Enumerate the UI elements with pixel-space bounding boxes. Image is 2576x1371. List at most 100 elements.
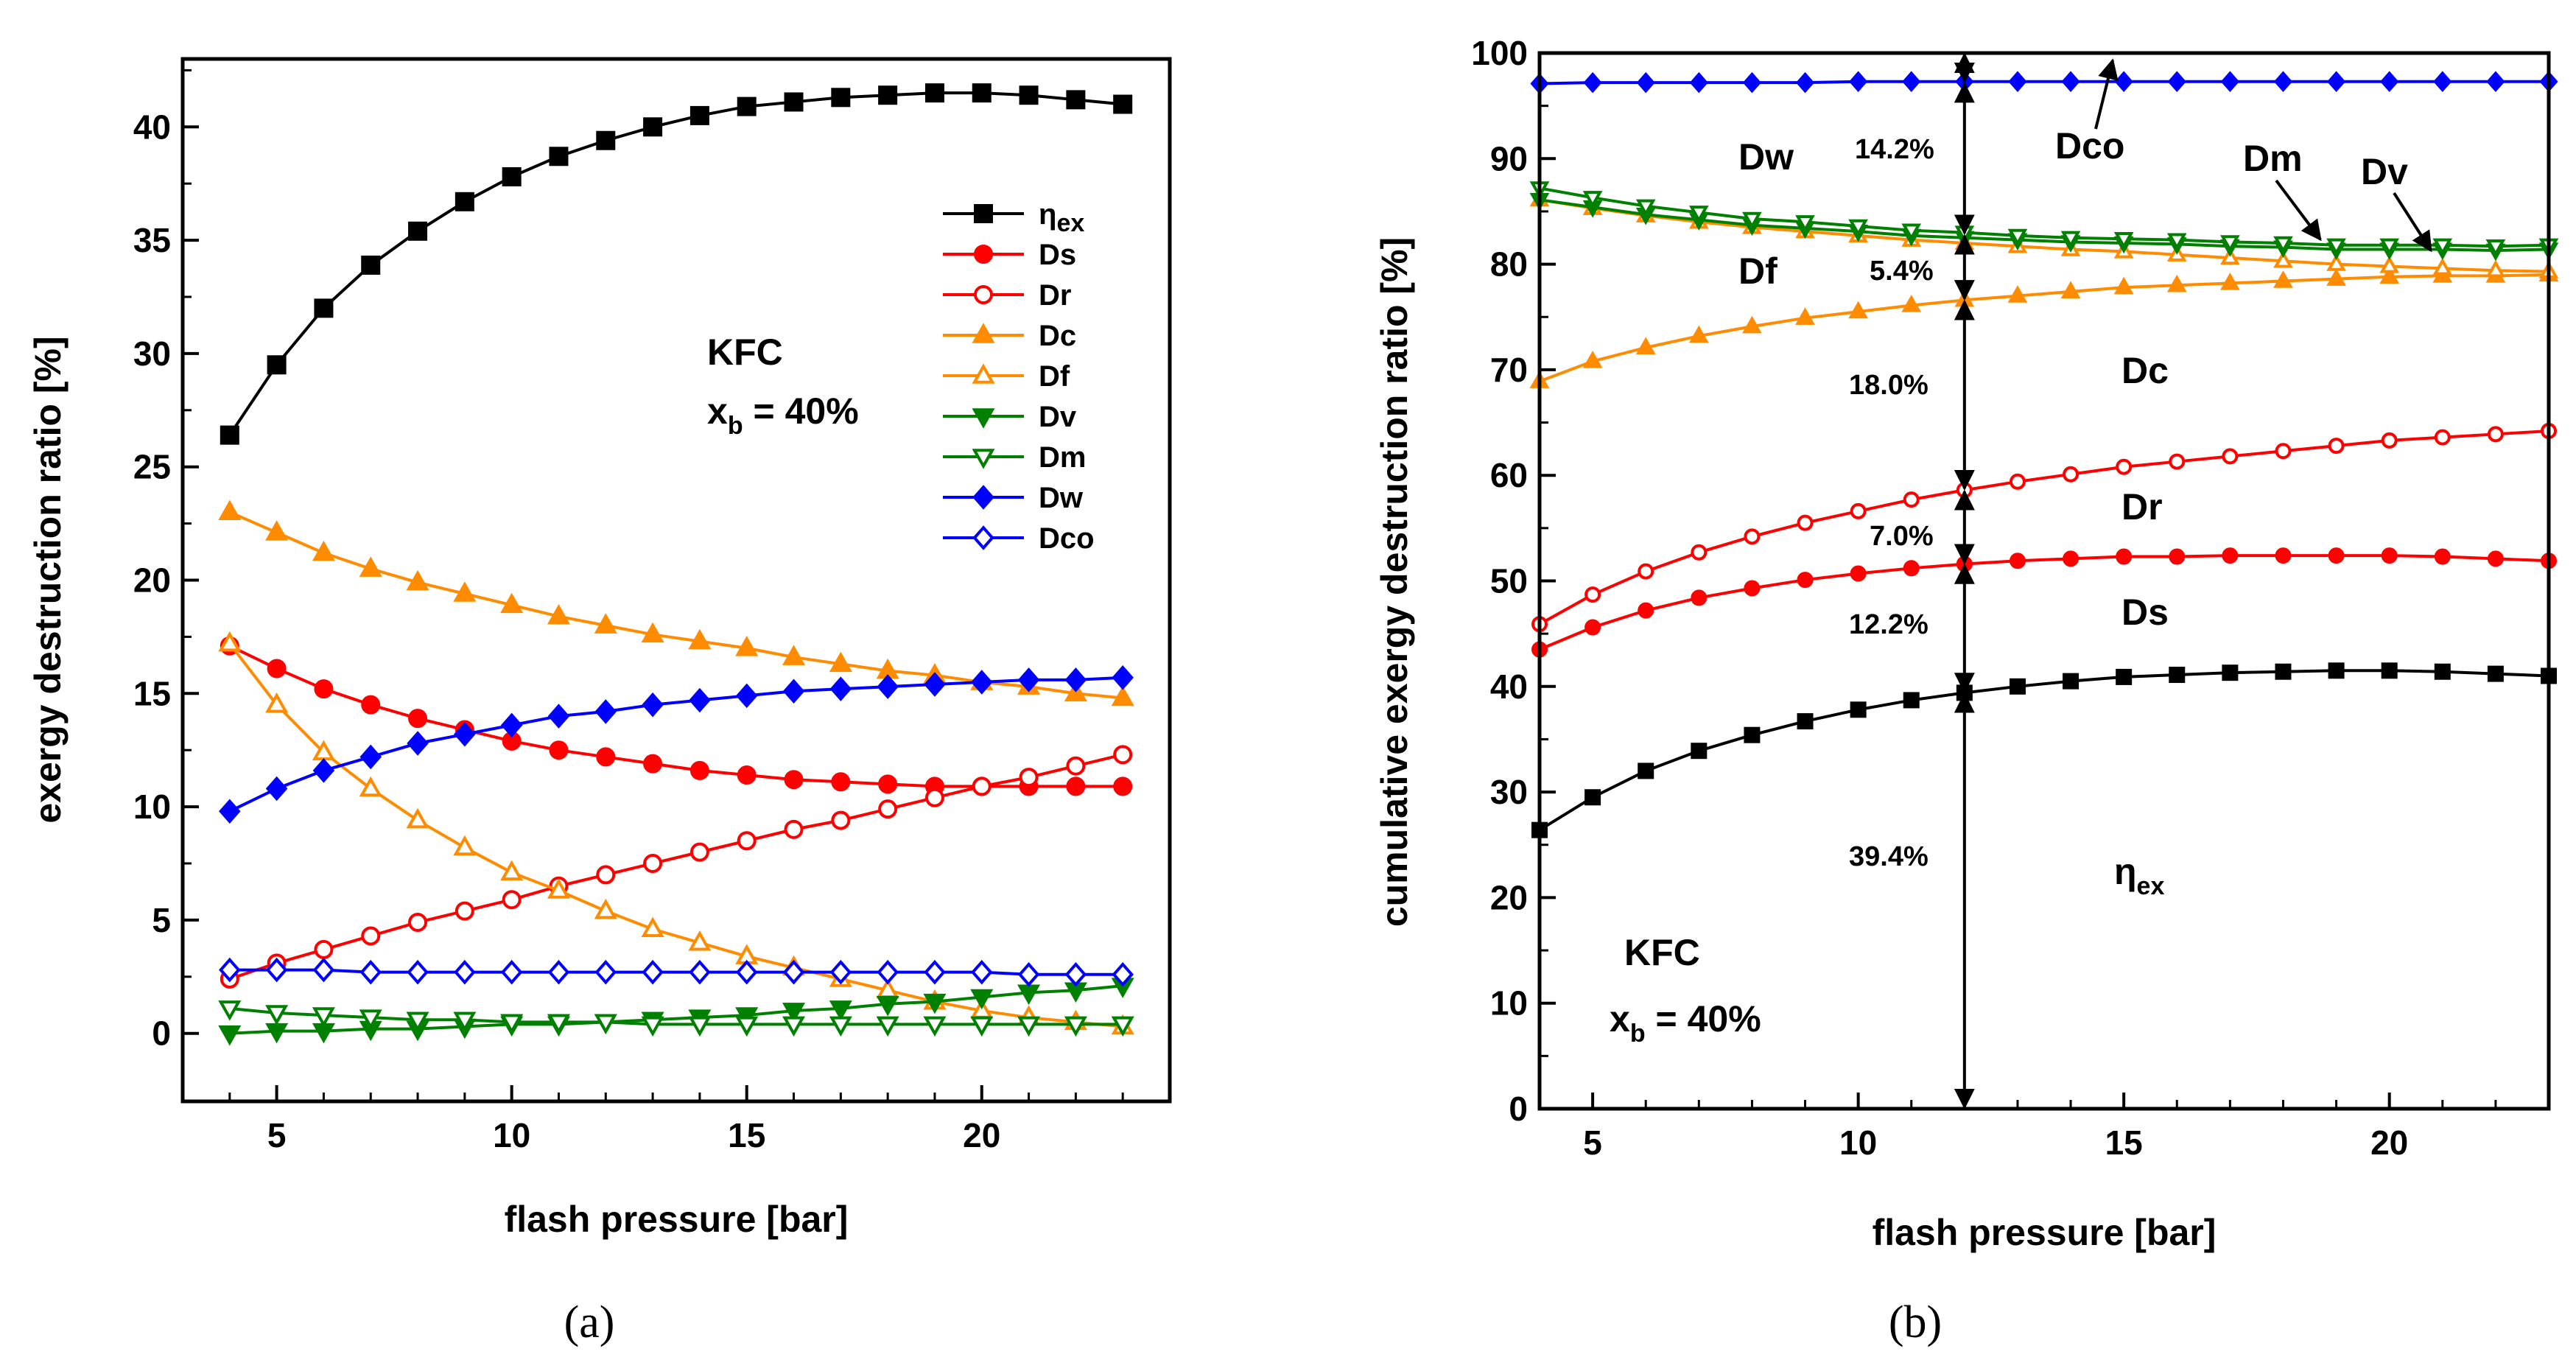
data-point-b-dm <box>1901 223 1922 242</box>
x-tick-label-a: 10 <box>493 1116 530 1154</box>
data-point-b-ds <box>1584 619 1601 636</box>
chart-panel-a: 5 10 15 20 0 5 10 15 20 25 30 35 40 flash pressure [… <box>27 57 1172 1347</box>
data-point-b-dm <box>2220 235 2240 253</box>
data-point-a-dw <box>829 676 852 701</box>
data-point-b-dc <box>1742 315 1762 334</box>
data-point-a-dm <box>312 1007 335 1028</box>
legend-item-dr: Dr <box>943 279 1071 312</box>
y-tick-label-a: 15 <box>133 674 171 712</box>
data-point-a-dm <box>876 1016 899 1037</box>
data-point-b-dr <box>2222 448 2239 465</box>
segment-label-dc: 18.0% <box>1849 370 1929 401</box>
y-tick-label-b: 10 <box>1490 984 1528 1023</box>
data-point-a-dr <box>784 819 804 839</box>
data-point-a-ex <box>502 166 522 186</box>
legend-marker <box>974 204 993 223</box>
x-tick-label-a: 15 <box>728 1116 765 1154</box>
data-point-b-ds <box>2222 547 2239 564</box>
x-axis-label-a: flash pressure [bar] <box>505 1199 849 1240</box>
data-point-b-dr <box>1584 586 1601 603</box>
data-point-b-ds <box>2116 548 2133 565</box>
data-point-a-dw <box>1112 665 1134 690</box>
data-point-a-dco <box>1064 961 1087 987</box>
series-a-ds <box>220 636 1133 796</box>
segment-label-df: 5.4% <box>1870 256 1934 287</box>
data-point-a-dw <box>265 776 288 802</box>
data-point-b-dw-dco <box>1849 71 1868 92</box>
data-point-a-df <box>265 692 289 713</box>
data-point-a-dc <box>1111 685 1134 706</box>
region-label-df: Df <box>1738 250 1777 292</box>
series-line-b-dc <box>1539 273 2549 383</box>
data-point-b-dr <box>2381 432 2398 449</box>
data-point-b-dm <box>2113 232 2134 250</box>
legend-item-dm: Dm <box>943 441 1086 474</box>
data-point-a-dc <box>641 622 664 643</box>
data-point-a-dw <box>970 670 993 695</box>
legend-label: ηex <box>1039 198 1084 237</box>
data-point-a-dw <box>594 699 617 724</box>
data-point-a-dw <box>735 683 758 709</box>
data-point-b-dc <box>2220 272 2240 290</box>
data-point-a-dco <box>1112 961 1134 987</box>
region-label-dc: Dc <box>2121 350 2169 391</box>
y-tick-label-b: 30 <box>1490 773 1528 811</box>
data-point-b-df <box>2379 256 2400 273</box>
data-point-a-dm <box>829 1016 852 1037</box>
data-point-b-dw-dco <box>2008 71 2027 92</box>
data-point-b-dr <box>2063 466 2080 483</box>
series-a-dm <box>218 1000 1134 1037</box>
data-point-b-dc <box>2326 268 2346 286</box>
data-point-b-dr <box>2116 458 2133 475</box>
data-point-b-ex <box>2381 662 2398 679</box>
data-point-a-ex <box>689 105 709 125</box>
x-tick-label-a: 20 <box>963 1116 1000 1154</box>
data-point-a-dco <box>359 959 382 985</box>
data-point-b-dr <box>1744 528 1761 545</box>
data-point-a-ex <box>972 83 992 103</box>
data-point-b-dm <box>2007 228 2028 247</box>
data-point-a-dm <box>923 1016 947 1037</box>
legend-label: Dc <box>1039 320 1076 352</box>
data-point-b-dw-dco <box>2433 71 2452 92</box>
data-point-b-dm <box>2326 238 2346 256</box>
data-point-a-dco <box>642 959 664 985</box>
data-point-b-dr <box>2487 426 2504 443</box>
data-point-b-dm <box>2060 231 2081 249</box>
data-point-a-dr <box>737 831 757 851</box>
y-tick-label-b: 100 <box>1471 34 1528 72</box>
data-point-b-dr <box>1691 544 1708 561</box>
data-point-b-dw-dco <box>2114 71 2133 92</box>
data-point-a-dr <box>689 842 709 862</box>
data-point-b-dw-dco <box>2486 71 2505 92</box>
data-point-b-dr <box>2328 438 2345 455</box>
data-point-a-df <box>641 916 664 938</box>
data-point-b-dc <box>1582 351 1603 368</box>
data-point-a-dco <box>689 959 711 985</box>
data-point-a-dco <box>454 959 476 985</box>
data-point-a-dco <box>594 959 617 985</box>
data-point-b-dm <box>2273 236 2293 254</box>
data-point-a-ds <box>784 770 804 790</box>
data-point-b-dc <box>1901 295 1922 312</box>
data-point-a-df <box>688 930 712 951</box>
data-point-a-ds <box>643 754 663 774</box>
x-tick-label-b: 10 <box>1839 1123 1877 1162</box>
data-point-a-dc <box>547 603 571 625</box>
data-point-b-dc <box>1848 301 1868 319</box>
data-point-b-dc <box>1795 307 1815 325</box>
data-point-a-dr <box>878 799 898 819</box>
data-point-a-dm <box>265 1005 289 1025</box>
data-point-b-ex <box>1850 701 1867 718</box>
y-tick-label-b: 40 <box>1490 667 1528 706</box>
data-point-a-ds <box>314 679 334 699</box>
data-point-b-ex <box>2063 673 2080 690</box>
series-b-dw-dco <box>1530 71 2558 94</box>
data-point-a-dm <box>688 1016 712 1037</box>
series-line-a-dv <box>229 984 1123 1035</box>
legend-item-dv: Dv <box>943 401 1077 433</box>
data-point-a-ex <box>1113 94 1133 114</box>
data-point-a-df <box>500 860 524 881</box>
data-point-a-dm <box>641 1016 664 1037</box>
